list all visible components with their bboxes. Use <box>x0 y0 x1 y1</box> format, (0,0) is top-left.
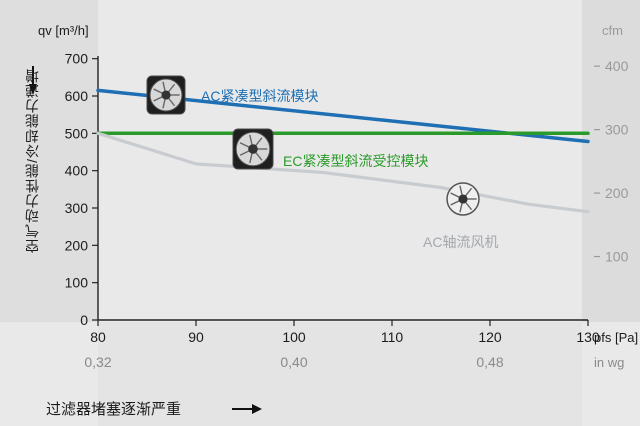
x-axis-title: pfs [Pa] <box>594 330 638 345</box>
y-right-tick-label: 200 <box>605 185 629 201</box>
fan-icon-ac-axial <box>446 182 480 216</box>
y-axis-vertical-label: 空气动力性能/冷却能力递增 <box>24 68 40 253</box>
x-inwg-tick-label: 0,40 <box>280 354 307 370</box>
y-tick-label: 0 <box>80 312 88 328</box>
y-tick-label: 700 <box>65 51 89 67</box>
y-right-axis-title: cfm <box>602 23 623 38</box>
fan-icon-ec-compact <box>232 128 274 170</box>
x-axis-title-inwg: in wg <box>594 355 624 370</box>
y-right-tick-label: 100 <box>605 249 629 265</box>
y-tick-label: 400 <box>65 163 89 179</box>
y-tick-label: 100 <box>65 275 89 291</box>
y-tick-label: 600 <box>65 88 89 104</box>
y-right-tick-label: 300 <box>605 122 629 138</box>
y-tick-label: 200 <box>65 237 89 253</box>
y-right-tick-label: 400 <box>605 58 629 74</box>
x-tick-label: 100 <box>282 329 306 345</box>
series-label-ec-compact: EC紧凑型斜流受控模块 <box>283 153 428 169</box>
x-tick-label: 110 <box>381 329 404 345</box>
fan-hub <box>248 144 258 154</box>
series-line <box>96 131 590 214</box>
fan-icon-ac-compact <box>146 75 186 115</box>
x-tick-label: 120 <box>478 329 502 345</box>
fan-hub <box>161 90 171 100</box>
y-tick-label: 500 <box>65 125 89 141</box>
x-inwg-tick-label: 0,48 <box>476 354 503 370</box>
y-left-axis-title: qv [m³/h] <box>38 23 89 38</box>
x-inwg-tick-label: 0,32 <box>84 354 111 370</box>
series-label-ac-compact: AC紧凑型斜流模块 <box>201 88 318 104</box>
x-bottom-caption: 过滤器堵塞逐渐严重 <box>46 400 181 418</box>
series-label-ac-axial: AC轴流风机 <box>423 234 498 250</box>
x-tick-label: 90 <box>188 329 204 345</box>
x-tick-label: 80 <box>90 329 106 345</box>
x-increase-arrow-head <box>252 404 262 414</box>
y-increase-arrow-head <box>29 84 37 95</box>
fan-hub <box>458 194 468 204</box>
x-tick-label: 130 <box>576 329 600 345</box>
y-tick-label: 300 <box>65 200 89 216</box>
